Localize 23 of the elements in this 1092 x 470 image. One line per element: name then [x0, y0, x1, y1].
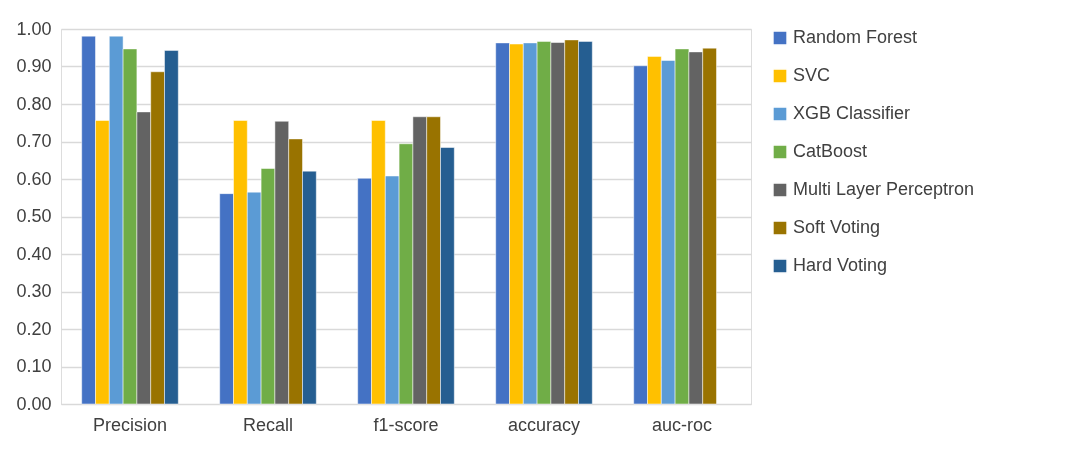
- y-tick-label: 0.00: [16, 393, 52, 414]
- legend-label: XGB Classifier: [793, 103, 911, 123]
- y-tick-label: 0.90: [16, 56, 52, 76]
- y-tick-label: 0.10: [16, 356, 52, 376]
- legend-label: Soft Voting: [793, 217, 881, 237]
- y-tick-label: 1.00: [16, 18, 52, 39]
- y-tick-label: 0.40: [16, 243, 52, 264]
- legend-label: SVC: [793, 65, 831, 85]
- y-tick-label: 0.20: [16, 318, 52, 339]
- legend-label: Random Forest: [793, 27, 918, 47]
- legend-label: CatBoost: [793, 141, 868, 161]
- y-tick-label: 0.30: [16, 281, 52, 301]
- y-tick-label: 0.50: [16, 206, 52, 226]
- x-tick-label: Recall: [242, 414, 294, 435]
- x-tick-label: Precision: [92, 414, 168, 435]
- x-tick-label: accuracy: [507, 414, 581, 435]
- y-tick-label: 0.70: [16, 131, 52, 151]
- y-tick-label: 0.60: [16, 168, 52, 189]
- legend-label: Hard Voting: [793, 255, 888, 275]
- x-tick-label: auc-roc: [651, 414, 713, 435]
- y-tick-label: 0.80: [16, 93, 52, 114]
- x-tick-label: f1-score: [373, 414, 439, 435]
- legend-label: Multi Layer Perceptron: [793, 179, 975, 199]
